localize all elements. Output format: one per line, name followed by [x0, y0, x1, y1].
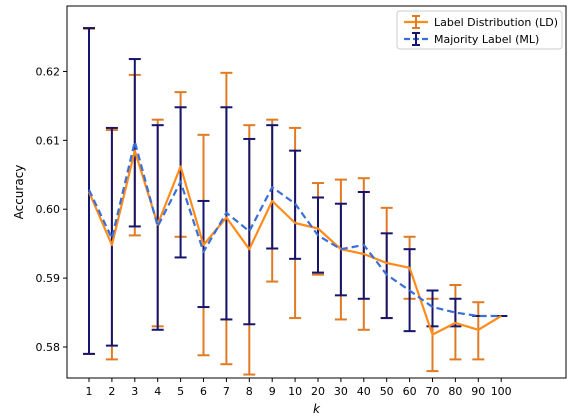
x-tick-label-50: 50	[380, 385, 394, 398]
x-tick-label-1: 1	[86, 385, 93, 398]
x-tick-label-30: 30	[334, 385, 348, 398]
legend-box	[396, 10, 563, 50]
y-tick-label-0.59: 0.59	[36, 272, 61, 285]
x-tick-label-70: 70	[426, 385, 440, 398]
x-tick-label-2: 2	[108, 385, 115, 398]
x-tick-label-20: 20	[311, 385, 325, 398]
x-tick-label-80: 80	[448, 385, 462, 398]
y-tick-label-0.58: 0.58	[36, 341, 61, 354]
y-axis-label: Accuracy	[12, 165, 26, 220]
x-tick-label-5: 5	[177, 385, 184, 398]
x-tick-label-9: 9	[269, 385, 276, 398]
x-tick-label-100: 100	[491, 385, 512, 398]
series-lines	[87, 140, 502, 336]
plot-frame	[66, 5, 567, 379]
y-tick-label-0.62: 0.62	[36, 65, 61, 78]
legend: Label Distribution (LD) Majority Label (M…	[396, 10, 563, 50]
x-axis-label: k	[313, 402, 321, 416]
x-tick-label-60: 60	[403, 385, 417, 398]
legend-item-ml: Majority Label (ML)	[404, 32, 539, 46]
y-axis-ticks: 0.58 0.59 0.60 0.61 0.62	[36, 65, 67, 354]
series-line-ml	[88, 140, 502, 318]
y-tick-label-0.60: 0.60	[36, 203, 61, 216]
x-tick-label-3: 3	[131, 385, 138, 398]
x-tick-label-10: 10	[288, 385, 302, 398]
x-tick-label-40: 40	[357, 385, 371, 398]
x-tick-label-7: 7	[223, 385, 230, 398]
legend-label-ml: Majority Label (ML)	[434, 33, 539, 46]
x-axis-ticks: 1 2 3 4 5 6 7 8 9 10 20 30 40 50 60 70 80 90 100	[86, 378, 512, 398]
x-tick-label-8: 8	[246, 385, 253, 398]
legend-label-ld: Label Distribution (LD)	[434, 16, 558, 29]
y-tick-label-0.61: 0.61	[36, 134, 61, 147]
x-tick-label-4: 4	[154, 385, 161, 398]
x-tick-label-90: 90	[471, 385, 485, 398]
error-bars	[83, 27, 508, 376]
x-tick-label-6: 6	[200, 385, 207, 398]
legend-item-ld: Label Distribution (LD)	[404, 15, 558, 29]
